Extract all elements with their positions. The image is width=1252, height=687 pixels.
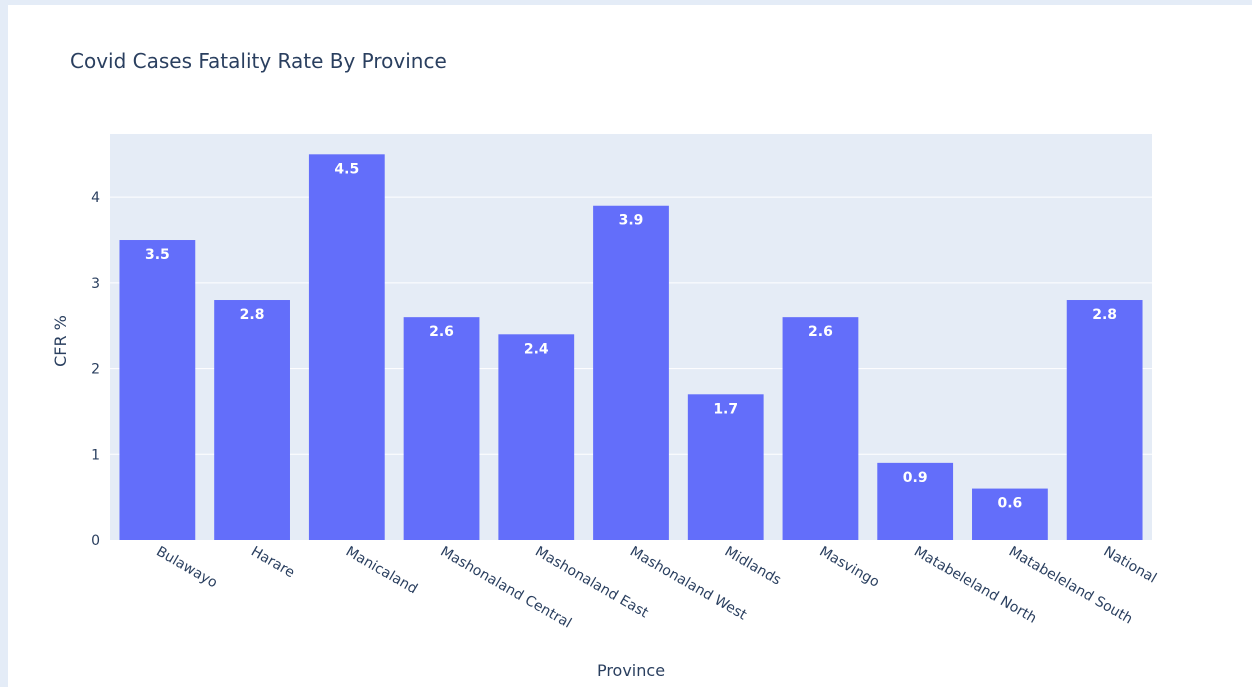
y-tick-label: 0: [91, 533, 100, 549]
x-axis-ticks: Bulawayo Harare Manicaland Mashonaland Cent…: [153, 544, 1159, 632]
bar: [214, 300, 290, 540]
bar: [593, 205, 669, 541]
x-tick-label: National: [1101, 544, 1160, 587]
bar: [877, 462, 954, 540]
bar-chart: 3.52.84.52.62.43.91.72.60.90.62.8 01234 …: [51, 134, 1159, 680]
bar-value-label: 2.4: [524, 341, 549, 357]
bar-value-label: 3.9: [619, 213, 644, 229]
bars: [119, 154, 1143, 541]
bar: [498, 334, 575, 540]
x-tick-label: Midlands: [722, 544, 784, 589]
bar-labels: 3.5 2.8 4.5 2.6 2.4 3.9 1.7 2.6 0.9 0.6 2.8: [145, 161, 1117, 511]
bar-value-label: 4.5: [334, 161, 359, 177]
bar-value-label: 2.8: [1092, 307, 1117, 323]
bar: [1066, 300, 1143, 540]
y-tick-label: 2: [91, 362, 100, 378]
x-axis-title: Province: [597, 661, 665, 680]
y-axis-ticks: 0 1 2 3 4: [91, 190, 100, 549]
bar-value-label: 2.8: [240, 307, 265, 323]
x-tick-label: Masvingo: [816, 544, 882, 591]
bar: [403, 317, 480, 540]
bar-value-label: 0.6: [998, 496, 1023, 512]
x-tick-label: Manicaland: [343, 544, 420, 598]
x-tick-label: Bulawayo: [153, 544, 220, 592]
bar: [972, 488, 1048, 540]
bar-value-label: 3.5: [145, 247, 170, 263]
y-tick-label: 1: [91, 447, 100, 463]
y-tick-label: 4: [91, 190, 100, 206]
y-axis-title: CFR %: [51, 315, 70, 367]
bar-value-label: 1.7: [713, 401, 738, 417]
bar: [782, 317, 859, 540]
bar-value-label: 0.9: [903, 470, 928, 486]
bar: [119, 240, 196, 540]
chart-container: Covid Cases Fatality Rate By Province 3.…: [8, 5, 1252, 687]
bar: [687, 394, 764, 540]
bar: [308, 154, 385, 540]
chart-title: Covid Cases Fatality Rate By Province: [70, 49, 447, 73]
y-tick-label: 3: [91, 276, 100, 292]
bar-value-label: 2.6: [429, 324, 454, 340]
x-tick-label: Harare: [248, 544, 297, 582]
bar-value-label: 2.6: [808, 324, 833, 340]
